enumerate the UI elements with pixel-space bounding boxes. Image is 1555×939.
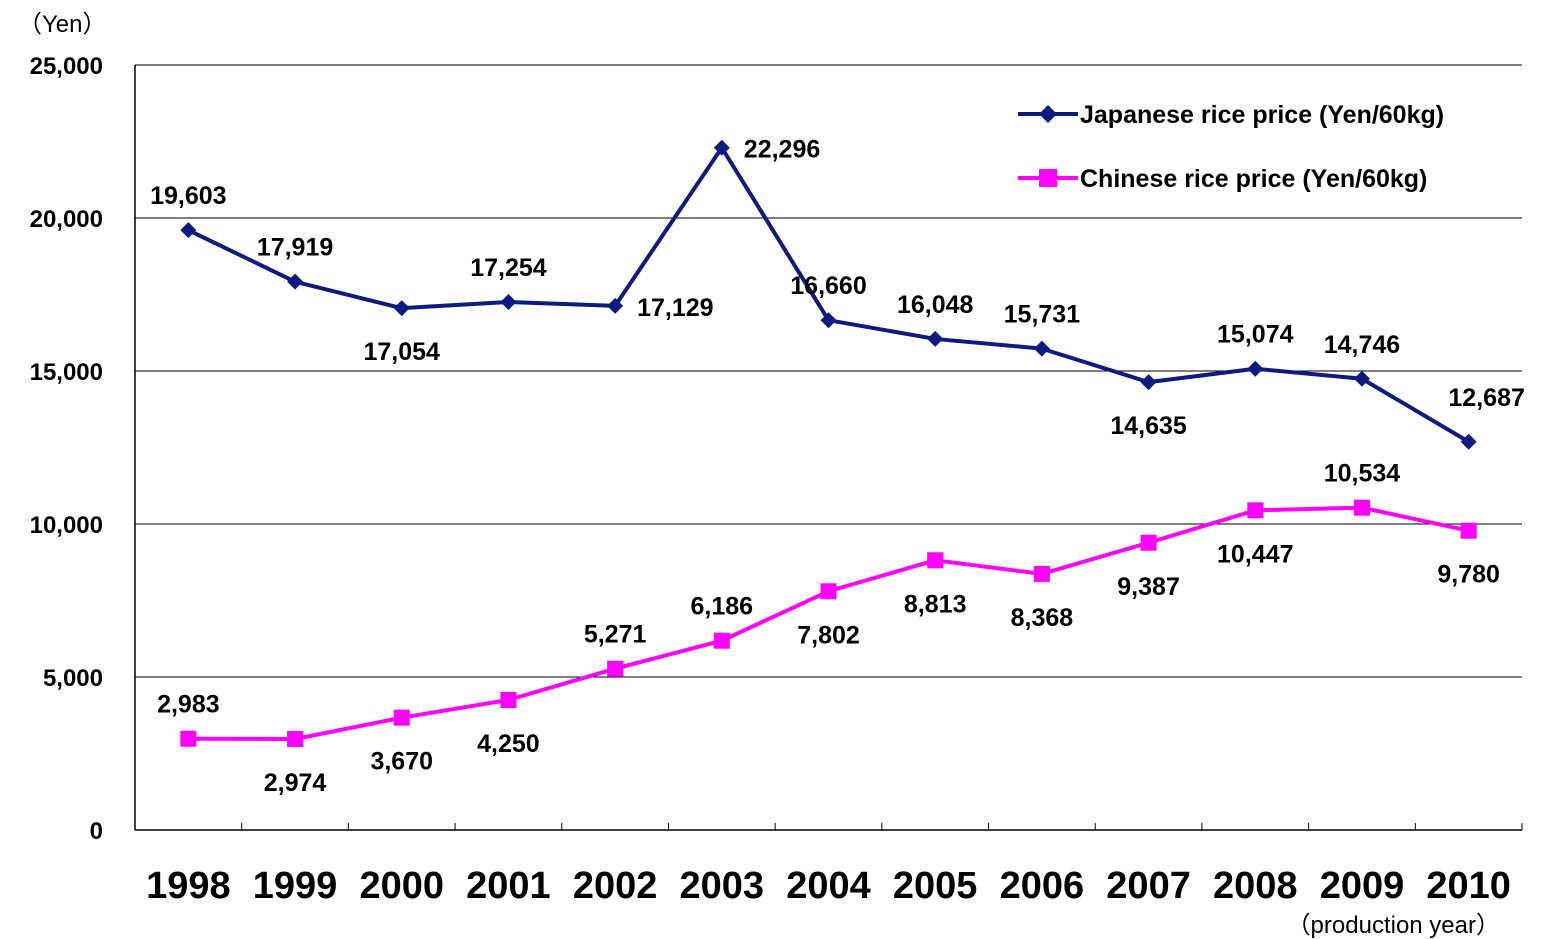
data-labels: 19,603 17,919 17,054 17,254 17,129 22,296 16,6…	[150, 136, 1525, 797]
x-tick-label: 2002	[573, 865, 658, 907]
data-label: 3,670	[370, 748, 433, 776]
y-tick-label: 15,000	[30, 359, 103, 386]
data-label: 10,447	[1217, 540, 1293, 568]
data-label: 12,687	[1448, 384, 1524, 412]
data-label: 16,048	[897, 291, 974, 319]
data-label: 4,250	[477, 730, 540, 758]
data-label: 2,974	[264, 769, 327, 797]
legend-label: Chinese rice price (Yen/60kg)	[1080, 165, 1427, 193]
data-point-square	[1247, 502, 1264, 519]
data-label: 15,074	[1217, 321, 1294, 349]
data-label: 7,802	[797, 621, 860, 649]
data-label: 15,731	[1004, 301, 1081, 329]
data-point-square	[820, 583, 837, 600]
axes: 0 5,000 10,000 15,000 20,000 25,000 1998 1999 20…	[30, 53, 1523, 907]
x-unit-label: （production year）	[1287, 912, 1500, 939]
data-point-diamond	[180, 222, 197, 239]
data-label: 14,635	[1110, 412, 1187, 440]
data-point-diamond	[393, 300, 410, 317]
y-unit-label: （Yen）	[18, 11, 107, 38]
data-label: 17,919	[257, 234, 333, 262]
x-tick-label: 1999	[253, 865, 338, 907]
data-point-square	[713, 632, 730, 649]
data-point-square	[607, 660, 624, 677]
data-point-diamond	[1460, 433, 1477, 450]
data-label: 19,603	[150, 182, 226, 210]
data-point-diamond	[1247, 360, 1264, 377]
x-tick-label: 2003	[680, 865, 765, 907]
data-label: 9,780	[1437, 561, 1500, 589]
data-point-square	[1033, 565, 1050, 582]
data-label: 10,534	[1324, 460, 1401, 488]
data-point-square	[1140, 534, 1157, 551]
data-point-square	[180, 730, 197, 747]
x-tick-label: 1998	[146, 865, 231, 907]
data-point-diamond	[607, 297, 624, 314]
y-tick-label: 20,000	[30, 206, 103, 233]
x-tick-label: 2009	[1320, 865, 1405, 907]
data-point-square	[500, 691, 517, 708]
legend-marker-square	[1039, 169, 1057, 187]
data-label: 8,813	[904, 590, 967, 618]
data-point-square	[1460, 522, 1477, 539]
data-point-square	[393, 709, 410, 726]
data-point-square	[1353, 499, 1370, 516]
y-tick-label: 10,000	[30, 512, 103, 539]
y-tick-label: 5,000	[43, 665, 103, 692]
data-label: 17,129	[637, 294, 713, 322]
legend-marker-diamond	[1039, 105, 1057, 123]
x-tick-label: 2005	[893, 865, 978, 907]
data-label: 22,296	[744, 136, 820, 164]
legend: Japanese rice price (Yen/60kg) Chinese ri…	[1018, 101, 1444, 193]
y-tick-label: 25,000	[30, 53, 103, 80]
data-label: 17,054	[363, 338, 440, 366]
series-group	[180, 139, 1477, 747]
data-point-diamond	[927, 330, 944, 347]
x-tick-label: 2008	[1213, 865, 1298, 907]
data-point-square	[287, 730, 304, 747]
data-point-diamond	[713, 139, 730, 156]
data-point-diamond	[287, 273, 304, 290]
data-label: 16,660	[790, 272, 866, 300]
data-label: 9,387	[1117, 573, 1180, 601]
data-label: 8,368	[1011, 604, 1074, 632]
data-label: 6,186	[691, 593, 754, 621]
x-tick-label: 2004	[786, 865, 871, 907]
data-label: 2,983	[157, 691, 220, 719]
x-tick-label: 2000	[359, 865, 444, 907]
data-label: 5,271	[584, 621, 647, 649]
x-tick-label: 2001	[466, 865, 551, 907]
x-tick-label: 2006	[1000, 865, 1085, 907]
data-point-diamond	[500, 294, 517, 311]
y-tick-label: 0	[90, 818, 103, 845]
legend-label: Japanese rice price (Yen/60kg)	[1080, 101, 1444, 129]
x-tick-label: 2010	[1426, 865, 1511, 907]
grid-lines	[135, 64, 1522, 678]
x-tick-label: 2007	[1106, 865, 1191, 907]
data-label: 14,746	[1324, 331, 1400, 359]
data-point-diamond	[1353, 370, 1370, 387]
data-label: 17,254	[470, 254, 547, 282]
data-point-diamond	[820, 312, 837, 329]
data-point-diamond	[1140, 374, 1157, 391]
data-point-square	[927, 552, 944, 569]
data-point-diamond	[1033, 340, 1050, 357]
